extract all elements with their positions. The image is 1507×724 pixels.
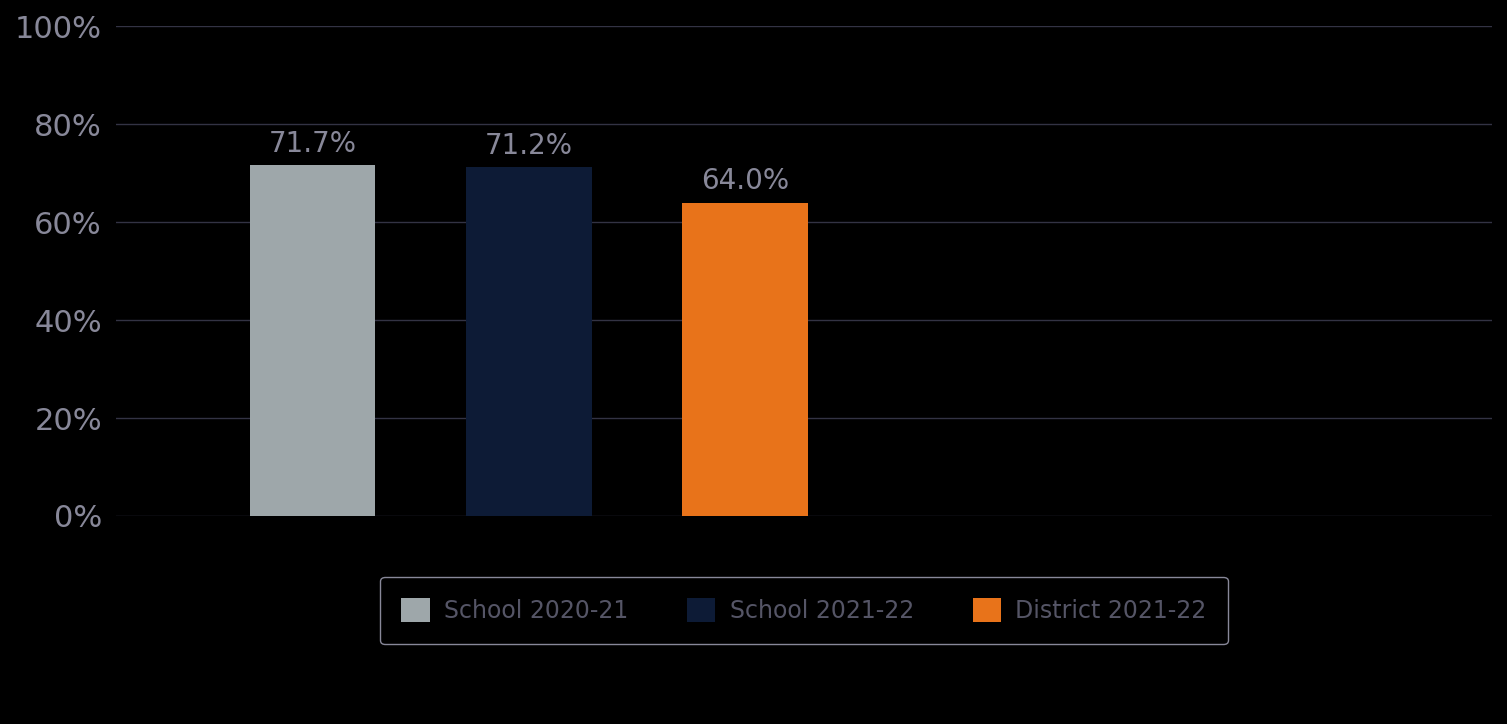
Text: 71.7%: 71.7% xyxy=(268,130,357,158)
Legend: School 2020-21, School 2021-22, District 2021-22: School 2020-21, School 2021-22, District… xyxy=(380,577,1228,644)
Text: 71.2%: 71.2% xyxy=(485,132,573,160)
Bar xyxy=(250,165,375,516)
Text: 64.0%: 64.0% xyxy=(701,167,790,195)
Bar xyxy=(683,203,808,516)
Bar xyxy=(466,167,592,516)
